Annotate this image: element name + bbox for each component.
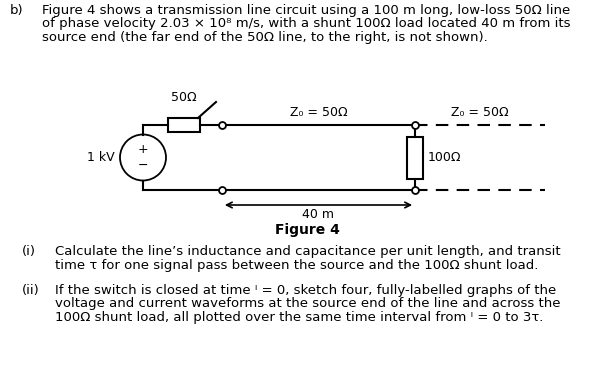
- Text: Z₀ = 50Ω: Z₀ = 50Ω: [451, 106, 509, 119]
- Text: 1 kV: 1 kV: [87, 151, 115, 164]
- Text: +: +: [138, 143, 148, 156]
- Text: b): b): [10, 4, 23, 17]
- Text: Z₀ = 50Ω: Z₀ = 50Ω: [290, 106, 347, 119]
- Text: −: −: [138, 159, 148, 172]
- Text: 40 m: 40 m: [303, 208, 335, 221]
- Text: 50Ω: 50Ω: [171, 91, 197, 104]
- Text: voltage and current waveforms at the source end of the line and across the: voltage and current waveforms at the sou…: [55, 298, 560, 310]
- Text: Calculate the line’s inductance and capacitance per unit length, and transit: Calculate the line’s inductance and capa…: [55, 245, 561, 258]
- Text: 100Ω shunt load, all plotted over the same time interval from ᴵ = 0 to 3τ.: 100Ω shunt load, all plotted over the sa…: [55, 311, 544, 324]
- Text: 100Ω: 100Ω: [428, 151, 461, 164]
- Text: If the switch is closed at time ᴵ = 0, sketch four, fully-labelled graphs of the: If the switch is closed at time ᴵ = 0, s…: [55, 284, 556, 297]
- Text: of phase velocity 2.03 × 10⁸ m/s, with a shunt 100Ω load located 40 m from its: of phase velocity 2.03 × 10⁸ m/s, with a…: [42, 17, 571, 31]
- Bar: [168, 118, 200, 132]
- Text: time τ for one signal pass between the source and the 100Ω shunt load.: time τ for one signal pass between the s…: [55, 259, 538, 272]
- Bar: [407, 137, 423, 178]
- Text: (i): (i): [22, 245, 36, 258]
- Text: Figure 4 shows a transmission line circuit using a 100 m long, low-loss 50Ω line: Figure 4 shows a transmission line circu…: [42, 4, 570, 17]
- Text: source end (the far end of the 50Ω line, to the right, is not shown).: source end (the far end of the 50Ω line,…: [42, 31, 488, 44]
- Text: (ii): (ii): [22, 284, 40, 297]
- Text: Figure 4: Figure 4: [274, 223, 339, 237]
